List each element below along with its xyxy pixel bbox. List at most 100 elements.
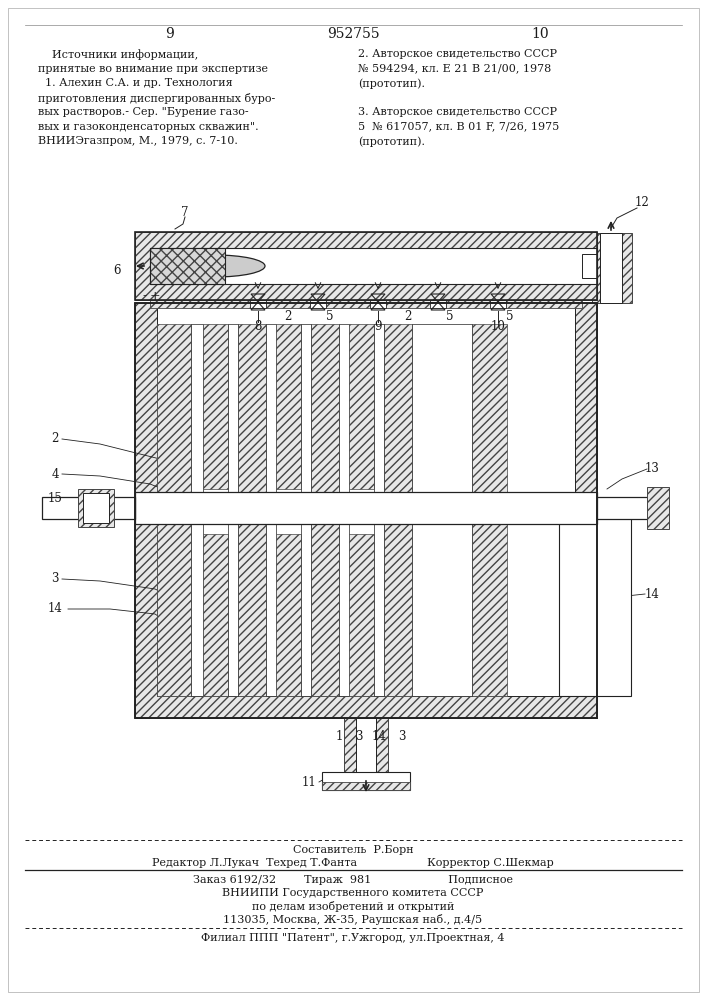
Bar (228, 324, 238, 501)
Text: 5: 5 (326, 310, 334, 322)
Bar (301, 519, 311, 696)
Bar (582, 254, 597, 278)
Text: вых и газоконденсаторных скважин".: вых и газоконденсаторных скважин". (38, 121, 259, 131)
Bar (384, 519, 412, 696)
Text: Редактор Л.Лукач  Техред Т.Фанта                    Корректор С.Шекмар: Редактор Л.Лукач Техред Т.Фанта Корректо… (152, 858, 554, 868)
Bar (150, 248, 225, 284)
Text: 10: 10 (491, 320, 506, 332)
Bar (344, 718, 356, 790)
Text: 11: 11 (302, 776, 316, 788)
Text: ВНИИЭгазпром, М., 1979, с. 7-10.: ВНИИЭгазпром, М., 1979, с. 7-10. (38, 136, 238, 146)
Bar (600, 233, 622, 303)
Bar (597, 497, 662, 519)
Bar (157, 412, 187, 598)
Bar (647, 487, 669, 529)
Text: по делам изобретений и открытий: по делам изобретений и открытий (252, 901, 454, 912)
Text: 2. Авторское свидетельство СССР: 2. Авторское свидетельство СССР (358, 49, 557, 59)
Bar (135, 303, 597, 718)
Bar (238, 519, 266, 696)
Text: +: + (150, 290, 160, 302)
Bar (310, 300, 326, 308)
Bar (157, 342, 192, 499)
Text: 4: 4 (51, 468, 59, 481)
Bar (430, 300, 446, 308)
Text: 5  № 617057, кл. В 01 F, 7/26, 1975: 5 № 617057, кл. В 01 F, 7/26, 1975 (358, 121, 559, 131)
Text: 6: 6 (113, 263, 121, 276)
Bar (228, 519, 238, 696)
Text: Филиал ППП "Патент", г.Ужгород, ул.Проектная, 4: Филиал ППП "Патент", г.Ужгород, ул.Проек… (201, 933, 505, 943)
Text: 8: 8 (255, 320, 262, 332)
Text: ВНИИПИ Государственного комитета СССР: ВНИИПИ Государственного комитета СССР (222, 888, 484, 898)
Bar (301, 324, 311, 501)
Text: 13: 13 (645, 462, 660, 476)
Bar (472, 324, 507, 501)
Bar (150, 248, 225, 284)
Text: Источники информации,: Источники информации, (38, 49, 198, 60)
Text: 5: 5 (506, 310, 514, 322)
Bar (276, 324, 301, 489)
Bar (349, 534, 374, 696)
Text: 113035, Москва, Ж-35, Раушская наб., д.4/5: 113035, Москва, Ж-35, Раушская наб., д.4… (223, 914, 483, 925)
Text: Составитель  Р.Борн: Составитель Р.Борн (293, 845, 414, 855)
Bar (339, 324, 349, 501)
Text: (прототип).: (прототип). (358, 136, 425, 147)
Bar (266, 519, 276, 696)
Text: 1. Алехин С.А. и др. Технология: 1. Алехин С.А. и др. Технология (38, 78, 233, 88)
Bar (339, 519, 349, 696)
Bar (490, 300, 506, 308)
Bar (349, 324, 374, 489)
Bar (42, 497, 135, 519)
Bar (157, 324, 191, 501)
Text: 3: 3 (51, 572, 59, 585)
Bar (472, 519, 507, 696)
Bar (559, 506, 631, 696)
Bar (191, 519, 203, 696)
Bar (384, 324, 412, 501)
Text: принятые во внимание при экспертизе: принятые во внимание при экспертизе (38, 64, 268, 74)
Ellipse shape (165, 255, 265, 277)
Bar (135, 303, 597, 718)
Bar (370, 300, 386, 308)
Text: 3. Авторское свидетельство СССР: 3. Авторское свидетельство СССР (358, 107, 557, 117)
Text: 3: 3 (398, 730, 406, 742)
Bar (238, 324, 266, 501)
Text: 5: 5 (446, 310, 454, 322)
Bar (374, 324, 384, 501)
Text: -: - (143, 290, 147, 302)
Text: № 594294, кл. Е 21 В 21/00, 1978: № 594294, кл. Е 21 В 21/00, 1978 (358, 64, 551, 74)
Bar (191, 324, 203, 501)
Bar (203, 324, 228, 489)
Bar (376, 718, 388, 790)
Bar (356, 718, 376, 790)
Bar (135, 232, 597, 300)
Text: 9: 9 (374, 320, 382, 332)
Text: (прототип).: (прототип). (358, 78, 425, 89)
Text: 2: 2 (404, 310, 411, 322)
Bar (83, 493, 109, 523)
Bar (412, 519, 472, 696)
Bar (592, 233, 632, 303)
Bar (135, 232, 597, 300)
Text: 3: 3 (355, 730, 363, 742)
Text: 9: 9 (165, 27, 175, 41)
Bar (322, 772, 410, 790)
Text: 7: 7 (181, 206, 189, 219)
Bar (311, 519, 339, 696)
Text: Заказ 6192/32        Тираж  981                      Подписное: Заказ 6192/32 Тираж 981 Подписное (193, 875, 513, 885)
Bar (135, 303, 597, 718)
Bar (311, 324, 339, 501)
Bar (135, 303, 597, 718)
Text: 14: 14 (47, 602, 62, 615)
Text: 15: 15 (47, 492, 62, 506)
Bar (135, 492, 597, 524)
Text: 952755: 952755 (327, 27, 380, 41)
Text: 14: 14 (372, 730, 387, 742)
Text: приготовления диспергированных буро-: приготовления диспергированных буро- (38, 93, 275, 104)
Text: 2: 2 (52, 432, 59, 446)
Text: 1: 1 (335, 730, 343, 742)
Text: 14: 14 (645, 587, 660, 600)
Text: 10: 10 (531, 27, 549, 41)
Bar (374, 519, 384, 696)
Bar (322, 782, 410, 790)
Text: вых растворов.- Сер. "Бурение газо-: вых растворов.- Сер. "Бурение газо- (38, 107, 249, 117)
